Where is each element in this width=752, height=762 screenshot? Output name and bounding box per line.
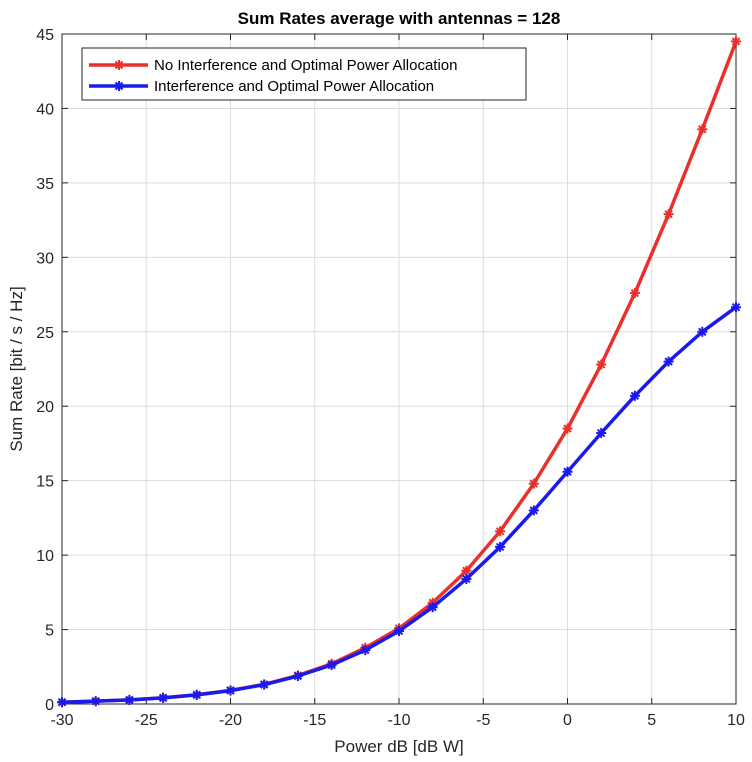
data-point [191,689,202,700]
legend-label-interference: Interference and Optimal Power Allocatio… [154,78,434,95]
tick-marks [61,33,737,705]
chart-title: Sum Rates average with antennas = 128 [238,9,561,28]
legend-marker-no-interference [114,60,124,70]
data-point [629,288,640,299]
data-point [495,541,506,552]
y-tick-label: 0 [45,697,54,714]
data-point [394,626,404,637]
data-point [292,671,303,682]
y-tick-label: 35 [36,176,54,193]
data-point [528,478,539,489]
x-tick-labels: -30 -25 -20 -15 -10 -5 0 5 10 [50,712,745,729]
x-tick-label: -20 [219,712,242,729]
data-point [629,390,640,401]
data-point [158,692,169,703]
data-point [663,356,674,367]
data-point [495,526,506,537]
y-tick-label: 30 [36,250,54,267]
data-point [562,466,573,477]
data-point [596,359,607,370]
data-point [90,696,101,707]
y-tick-label: 20 [36,399,54,416]
data-point [663,209,674,220]
y-tick-label: 25 [36,325,54,342]
x-tick-label: -15 [303,712,326,729]
series-1 [57,302,741,708]
data-point [697,326,708,337]
data-point [326,659,337,670]
legend-label-no-interference: No Interference and Optimal Power Alloca… [154,57,458,74]
data-point [124,694,135,705]
y-axis-label: Sum Rate [bit / s / Hz] [7,286,26,451]
legend-box [81,47,527,101]
y-tick-label: 45 [36,27,54,44]
x-tick-label: 0 [563,712,572,729]
series-layer [57,36,741,708]
y-tick-labels: 0 5 10 15 20 25 30 35 40 45 [36,27,54,714]
data-point [360,645,371,656]
y-tick-label: 10 [36,548,54,565]
data-point [225,685,236,696]
data-point [731,36,741,47]
y-tick-label: 15 [36,474,54,491]
data-point [697,124,708,135]
x-tick-label: 10 [727,712,745,729]
y-tick-label: 5 [45,623,54,640]
x-tick-label: -25 [135,712,158,729]
x-tick-label: 5 [647,712,656,729]
x-tick-label: -10 [387,712,410,729]
legend-marker-interference [114,81,124,91]
x-axis-label: Power dB [dB W] [334,737,463,756]
legend: No Interference and Optimal Power Alloca… [81,47,527,101]
data-point [461,573,472,584]
x-tick-label: -5 [476,712,490,729]
data-point [562,423,573,434]
data-point [528,505,539,516]
data-point [596,428,607,439]
data-point [259,679,270,690]
data-point [57,697,67,708]
data-point [427,602,438,613]
x-tick-label: -30 [50,712,73,729]
y-tick-label: 40 [36,101,54,118]
data-point [731,302,741,313]
